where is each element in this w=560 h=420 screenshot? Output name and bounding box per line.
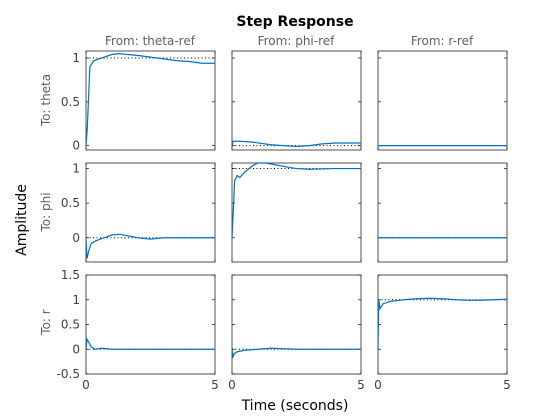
y-tick-label: 0.5 [61,95,80,109]
panel-phi-ref-to-theta-frame [231,50,362,151]
chart-title: Step Response [236,14,353,30]
y-tick-label: 0 [72,231,80,245]
panel-phi-ref-to-theta [231,50,362,151]
panel-phi-ref-to-phi-frame [231,162,362,263]
y-tick-label: 0.5 [61,196,80,210]
panel-r-ref-to-theta [377,50,508,151]
panel-theta-ref-to-phi-frame [85,162,216,263]
panel-theta-ref-to-r-frame [85,274,216,375]
x-tick-label: 0 [228,378,236,392]
x-tick-label: 5 [503,378,511,392]
input-label-theta-ref: From: theta-ref [105,34,196,48]
y-tick-label: 0.5 [61,318,80,332]
y-tick-label: -0.5 [57,367,80,381]
y-tick-label: 0 [72,139,80,153]
x-tick-label: 0 [82,378,90,392]
panel-theta-ref-to-phi: 00.51 [61,162,216,263]
panel-theta-ref-to-theta-frame [85,50,216,151]
step-response-line [231,140,361,148]
y-tick-label: 1.5 [61,268,80,282]
panel-r-ref-to-theta-frame [377,50,508,151]
x-tick-label: 5 [211,378,219,392]
y-tick-label: 1 [72,293,80,307]
panel-r-ref-to-phi-frame [377,162,508,263]
panel-r-ref-to-phi [377,162,508,263]
x-tick-label: 5 [357,378,365,392]
panel-r-ref-to-r-frame [377,274,508,375]
step-response-line [85,53,215,146]
panel-theta-ref-to-theta: 00.51 [61,50,216,153]
x-tick-label: 0 [374,378,382,392]
step-response-line [85,233,215,259]
input-label-r-ref: From: r-ref [411,34,474,48]
y-tick-label: 0 [72,342,80,356]
input-label-phi-ref: From: phi-ref [258,34,336,48]
step-response-line [377,297,508,350]
step-response-line [231,347,361,359]
output-label-r: To: r [39,309,53,335]
x-axis-label: Time (seconds) [241,398,349,414]
y-tick-label: 1 [72,162,80,176]
y-axis-label: Amplitude [14,184,30,256]
step-response-line [85,337,215,350]
panel-phi-ref-to-r-frame [231,274,362,375]
panel-theta-ref-to-r: -0.500.511.50 5 [57,268,219,392]
step-response-line [231,162,361,238]
output-label-phi: To: phi [39,192,53,232]
panel-phi-ref-to-phi [231,162,362,263]
y-tick-label: 1 [72,51,80,65]
output-label-theta: To: theta [39,74,53,127]
